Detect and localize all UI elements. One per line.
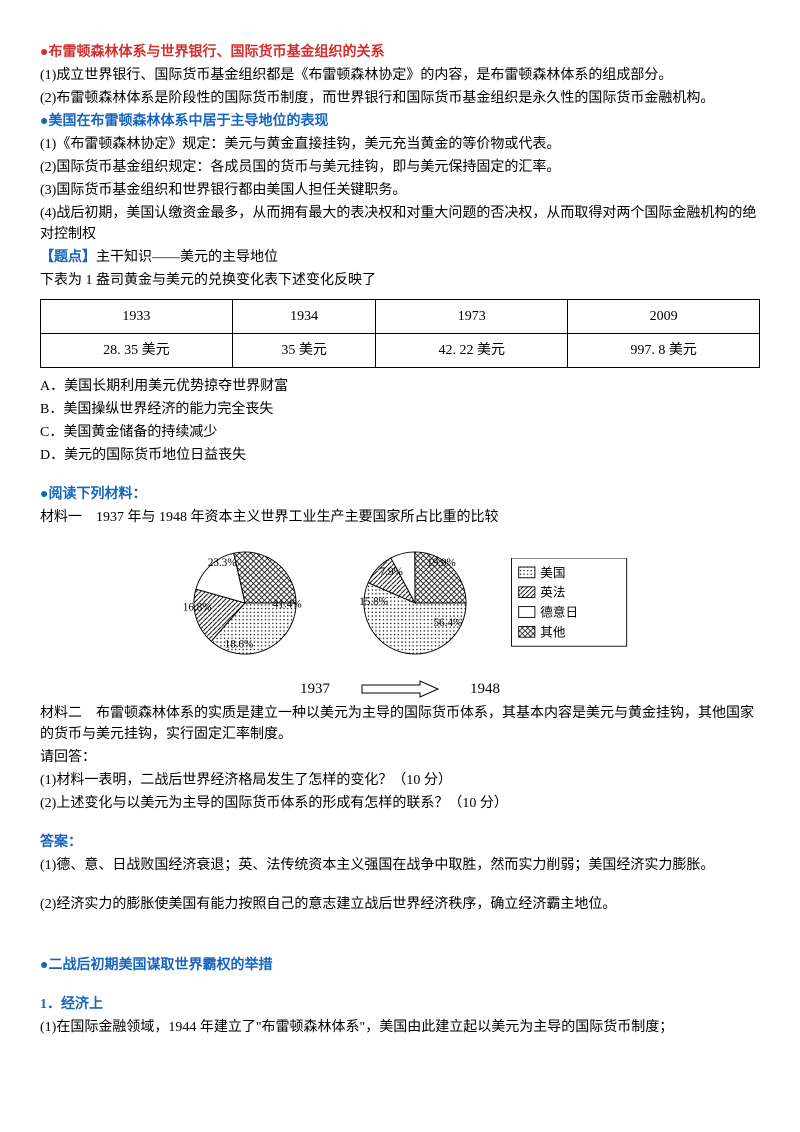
material-q2: (2)上述变化与以美元为主导的国际货币体系的形成有怎样的联系？（10 分） xyxy=(40,793,760,814)
pie-legend: 美国 英法 德意日 其他 xyxy=(510,558,630,648)
year-1948: 1948 xyxy=(470,678,500,701)
pie-label: 18.6% xyxy=(225,639,254,651)
topic-intro: 下表为 1 盎司黄金与美元的兑换变化表下述变化反映了 xyxy=(40,270,760,291)
table-cell: 42. 22 美元 xyxy=(376,334,568,368)
year-arrow: 1937 1948 xyxy=(40,678,760,701)
section1-p1: (1)成立世界银行、国际货币基金组织都是《布雷顿森林协定》的内容，是布雷顿森林体… xyxy=(40,65,760,86)
section3-p1: (1)在国际金融领域，1944 年建立了"布雷顿森林体系"，美国由此建立起以美元… xyxy=(40,1017,760,1038)
table-cell: 997. 8 美元 xyxy=(568,334,760,368)
section3-heading: 二战后初期美国谋取世界霸权的举措 xyxy=(40,955,760,976)
year-1937: 1937 xyxy=(300,678,330,701)
section1-heading: 布雷顿森林体系与世界银行、国际货币基金组织的关系 xyxy=(40,42,760,63)
option-b: B．美国操纵世界经济的能力完全丧失 xyxy=(40,399,760,420)
section2-p2: (2)国际货币基金组织规定：各成员国的货币与美元挂钩，即与美元保持固定的汇率。 xyxy=(40,157,760,178)
pie-label: 41.4% xyxy=(273,599,302,611)
section3-sub1: 1．经济上 xyxy=(40,994,760,1015)
pie-label: 16.8% xyxy=(183,601,212,613)
option-c: C．美国黄金储备的持续减少 xyxy=(40,422,760,443)
material-q1: (1)材料一表明，二战后世界经济格局发生了怎样的变化？（10 分） xyxy=(40,770,760,791)
pie-label: 23.3% xyxy=(208,557,237,569)
section1-p2: (2)布雷顿森林体系是阶段性的国际货币制度，而世界银行和国际货币基金组织是永久性… xyxy=(40,88,760,109)
answer-1: (1)德、意、日战败国经济衰退；英、法传统资本主义强国在战争中取胜，然而实力削弱… xyxy=(40,855,760,876)
pie-label: 7.9% xyxy=(380,566,403,578)
table-row: 1933 1934 1973 2009 xyxy=(41,300,760,334)
svg-text:美国: 美国 xyxy=(540,566,565,580)
pie-chart-icon: 56.4% 15.8% 7.9% 19.9% xyxy=(340,538,490,668)
pie-label: 19.9% xyxy=(427,557,456,569)
material-1: 材料一 1937 年与 1948 年资本主义世界工业生产主要国家所占比重的比较 xyxy=(40,507,760,528)
topic-line: 【题点】主干知识——美元的主导地位 xyxy=(40,247,760,268)
svg-text:其他: 其他 xyxy=(540,625,566,639)
gold-exchange-table: 1933 1934 1973 2009 28. 35 美元 35 美元 42. … xyxy=(40,299,760,368)
svg-text:德意日: 德意日 xyxy=(540,605,578,620)
table-row: 28. 35 美元 35 美元 42. 22 美元 997. 8 美元 xyxy=(41,334,760,368)
table-cell: 35 美元 xyxy=(232,334,376,368)
material-heading: 阅读下列材料： xyxy=(40,484,760,505)
pie-label: 15.8% xyxy=(359,596,388,608)
option-a: A．美国长期利用美元优势掠夺世界财富 xyxy=(40,376,760,397)
section2-heading: 美国在布雷顿森林体系中居于主导地位的表现 xyxy=(40,111,760,132)
table-cell: 1973 xyxy=(376,300,568,334)
pie-label: 56.4% xyxy=(434,617,463,629)
material-ask: 请回答： xyxy=(40,747,760,768)
section2-p3: (3)国际货币基金组织和世界银行都由美国人担任关键职务。 xyxy=(40,180,760,201)
option-d: D．美元的国际货币地位日益丧失 xyxy=(40,445,760,466)
pie-1937: 41.4% 18.6% 16.8% 23.3% xyxy=(170,538,320,668)
pie-charts: 41.4% 18.6% 16.8% 23.3% 56.4% 15.8% 7.9%… xyxy=(40,538,760,668)
answer-2: (2)经济实力的膨胀使美国有能力按照自己的意志建立战后世界经济秩序，确立经济霸主… xyxy=(40,894,760,915)
table-cell: 28. 35 美元 xyxy=(41,334,233,368)
section2-p4: (4)战后初期，美国认缴资金最多，从而拥有最大的表决权和对重大问题的否决权，从而… xyxy=(40,203,760,245)
answer-heading: 答案： xyxy=(40,832,760,853)
material-2: 材料二 布雷顿森林体系的实质是建立一种以美元为主导的国际货币体系，其基本内容是美… xyxy=(40,703,760,745)
table-cell: 1934 xyxy=(232,300,376,334)
arrow-icon xyxy=(360,679,440,699)
section2-p1: (1)《布雷顿森林协定》规定：美元与黄金直接挂钩，美元充当黄金的等价物或代表。 xyxy=(40,134,760,155)
pie-chart-icon: 41.4% 18.6% 16.8% 23.3% xyxy=(170,538,320,668)
svg-text:英法: 英法 xyxy=(540,586,565,600)
table-cell: 1933 xyxy=(41,300,233,334)
pie-1948: 56.4% 15.8% 7.9% 19.9% xyxy=(340,538,490,668)
table-cell: 2009 xyxy=(568,300,760,334)
